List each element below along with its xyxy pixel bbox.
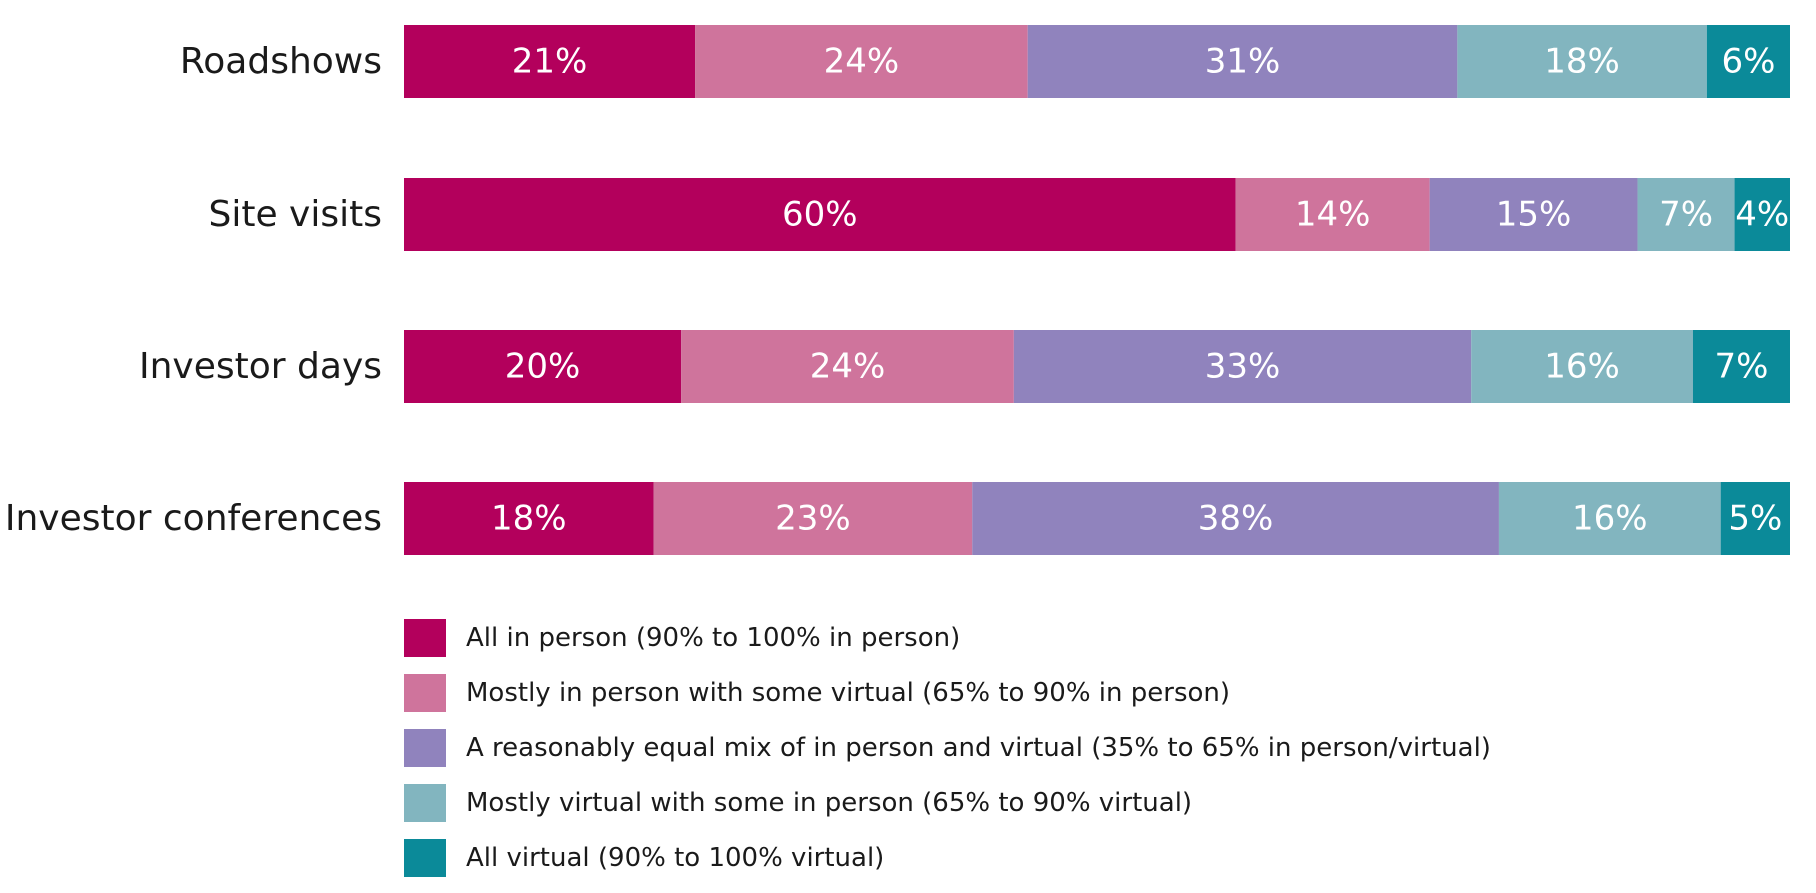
bar-segment (404, 25, 696, 98)
bar-segment (695, 25, 1028, 98)
bar-segment (653, 482, 973, 555)
data-label: 20% (505, 347, 581, 387)
legend-item: All virtual (90% to 100% virtual) (404, 838, 1784, 878)
data-label: 16% (1572, 499, 1648, 539)
bar-segment (972, 482, 1499, 555)
data-label: 14% (1295, 195, 1371, 235)
bar-segment (1692, 330, 1790, 403)
data-label: 33% (1205, 347, 1281, 387)
bar-segment (1429, 178, 1638, 251)
bar-segment (404, 330, 682, 403)
bar-segment (1235, 178, 1430, 251)
bar-segment (1734, 178, 1790, 251)
legend-label: Mostly in person with some virtual (65% … (466, 678, 1231, 708)
data-label: 24% (810, 347, 886, 387)
legend-label: All virtual (90% to 100% virtual) (466, 843, 885, 873)
data-label: 5% (1728, 499, 1782, 539)
bar-segment (1637, 178, 1735, 251)
data-label: 18% (491, 499, 567, 539)
bar-segment (1027, 25, 1458, 98)
bar-segment (1013, 330, 1472, 403)
legend-swatch (404, 729, 446, 767)
data-label: 24% (824, 42, 900, 82)
legend-item: A reasonably equal mix of in person and … (404, 728, 1784, 768)
category-label: Investor days (139, 346, 382, 387)
data-label: 31% (1205, 42, 1281, 82)
category-label: Investor conferences (5, 498, 382, 539)
bar-segment (1720, 482, 1790, 555)
legend-swatch (404, 839, 446, 877)
bar-segment (404, 178, 1236, 251)
data-label: 7% (1659, 195, 1713, 235)
data-label: 15% (1496, 195, 1572, 235)
legend-swatch (404, 784, 446, 822)
category-label: Site visits (209, 194, 383, 235)
legend-item: Mostly in person with some virtual (65% … (404, 673, 1784, 713)
bar-segment (1706, 25, 1790, 98)
legend-swatch (404, 674, 446, 712)
bar-segments (404, 25, 1790, 555)
data-label: 6% (1721, 42, 1775, 82)
bar-segment (1498, 482, 1721, 555)
legend-item: Mostly virtual with some in person (65% … (404, 783, 1784, 823)
legend-swatch (404, 619, 446, 657)
data-label: 4% (1735, 195, 1789, 235)
data-label: 18% (1544, 42, 1620, 82)
segment-labels: 21% 24% 31% 18% 6% 60% 14% 15% 7% 4% 20% 24% 33% 16% 7… (491, 42, 1789, 539)
bar-segment (404, 482, 654, 555)
data-label: 38% (1198, 499, 1274, 539)
category-labels: Roadshows Site visits Investor days Investo… (5, 41, 382, 539)
bar-segment (1471, 330, 1693, 403)
legend-label: All in person (90% to 100% in person) (466, 623, 961, 653)
legend: All in person (90% to 100% in person) Mos… (404, 618, 1784, 893)
data-label: 23% (775, 499, 851, 539)
data-label: 7% (1715, 347, 1769, 387)
bar-segment (681, 330, 1014, 403)
data-label: 16% (1544, 347, 1620, 387)
legend-item: All in person (90% to 100% in person) (404, 618, 1784, 658)
data-label: 60% (782, 195, 858, 235)
legend-label: A reasonably equal mix of in person and … (466, 733, 1491, 763)
data-label: 21% (512, 42, 588, 82)
category-label: Roadshows (180, 41, 382, 82)
bar-segment (1457, 25, 1707, 98)
legend-label: Mostly virtual with some in person (65% … (466, 788, 1193, 818)
